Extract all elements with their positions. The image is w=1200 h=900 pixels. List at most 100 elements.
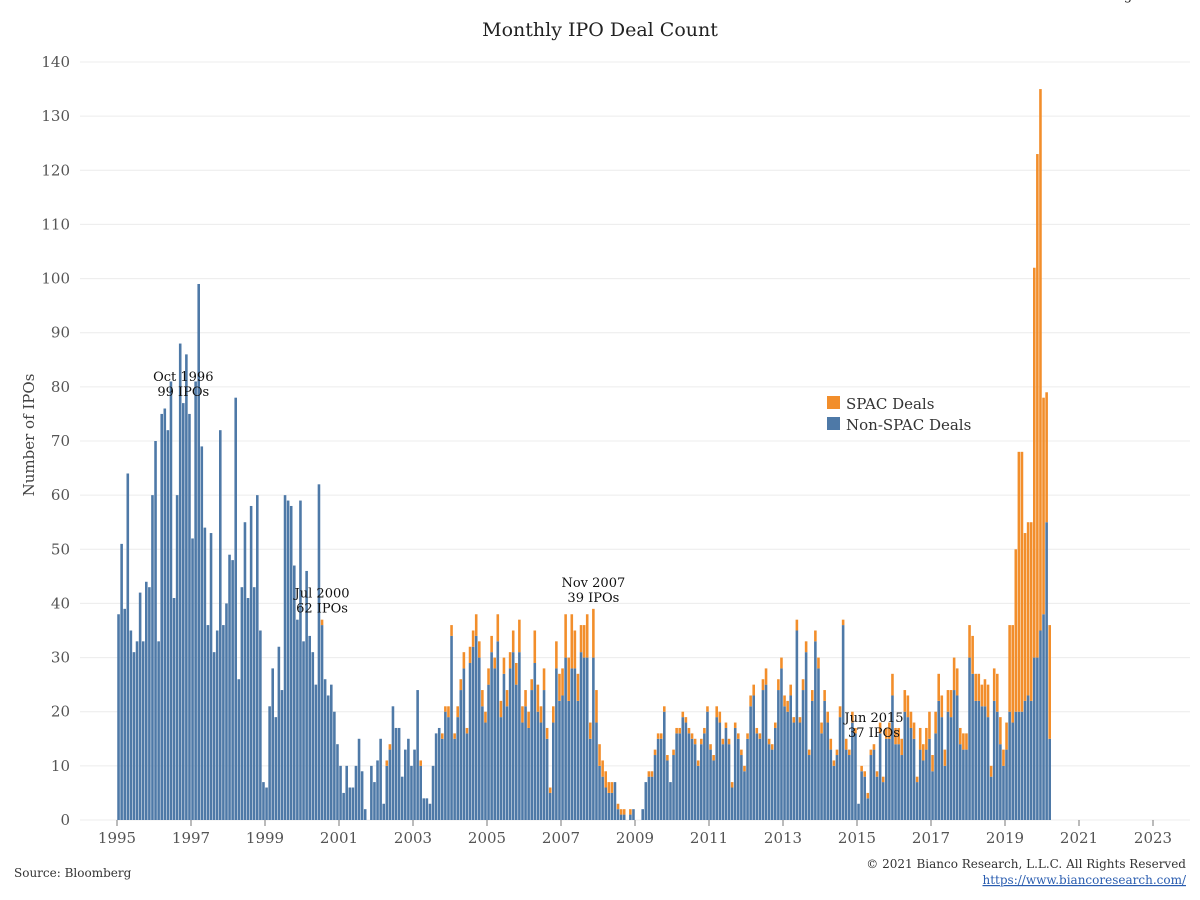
bar-non-spac bbox=[703, 733, 706, 820]
y-tick-label: 0 bbox=[60, 811, 70, 829]
bar-non-spac bbox=[1042, 614, 1045, 820]
bar-non-spac bbox=[1039, 630, 1042, 820]
bar-spac bbox=[737, 733, 740, 739]
bar-non-spac bbox=[780, 668, 783, 820]
bar-non-spac bbox=[641, 809, 644, 820]
bar-non-spac bbox=[385, 765, 389, 820]
bar-spac bbox=[758, 733, 762, 739]
bar-non-spac bbox=[881, 782, 885, 820]
bar-spac bbox=[1039, 89, 1042, 631]
y-tick-label: 110 bbox=[41, 215, 70, 233]
bar-non-spac bbox=[259, 630, 262, 820]
bar-non-spac bbox=[817, 668, 820, 820]
bar-non-spac bbox=[351, 787, 355, 820]
bar-spac bbox=[983, 679, 987, 707]
bar-spac bbox=[1036, 154, 1039, 658]
legend-swatch-non-spac bbox=[827, 417, 840, 430]
bar-non-spac bbox=[456, 717, 459, 820]
bar-spac bbox=[690, 733, 694, 739]
bar-spac bbox=[715, 706, 718, 718]
bar-non-spac bbox=[894, 744, 897, 820]
bar-spac bbox=[579, 625, 583, 653]
bar-non-spac bbox=[148, 587, 151, 820]
bar-spac bbox=[786, 700, 789, 712]
bar-non-spac bbox=[336, 744, 339, 820]
bar-spac bbox=[567, 657, 570, 701]
bar-non-spac bbox=[675, 733, 678, 820]
bar-spac bbox=[740, 749, 743, 756]
bar-non-spac bbox=[487, 684, 490, 820]
bar-non-spac bbox=[752, 695, 755, 820]
legend-label-non-spac: Non-SPAC Deals bbox=[846, 416, 971, 434]
bar-non-spac bbox=[428, 803, 432, 820]
x-axis-ticks: 1995 1997 1999 2001 2003 2005 2007 2009 2011 2013… bbox=[98, 820, 1172, 847]
bar-non-spac bbox=[262, 782, 265, 820]
bar-non-spac bbox=[320, 625, 324, 820]
bar-non-spac bbox=[314, 684, 318, 820]
bar-non-spac bbox=[589, 738, 592, 820]
bar-non-spac bbox=[234, 397, 237, 820]
bar-spac bbox=[823, 690, 826, 701]
bar-spac bbox=[897, 727, 900, 745]
bar-non-spac bbox=[1026, 695, 1030, 820]
bar-spac bbox=[684, 717, 688, 723]
bar-non-spac bbox=[209, 533, 213, 820]
bar-spac bbox=[675, 727, 678, 734]
bar-spac bbox=[1008, 625, 1011, 712]
bar-non-spac bbox=[447, 717, 450, 820]
bar-non-spac bbox=[844, 749, 848, 820]
bar-spac bbox=[703, 727, 706, 734]
bar-spac bbox=[650, 771, 654, 777]
bar-non-spac bbox=[126, 473, 130, 820]
bar-non-spac bbox=[1048, 738, 1051, 820]
bar-spac bbox=[841, 619, 845, 626]
bar-non-spac bbox=[311, 652, 315, 820]
x-tick-label: 2023 bbox=[1134, 829, 1172, 847]
website-link[interactable]: https://www.biancoresearch.com/ bbox=[982, 873, 1186, 887]
bar-spac bbox=[462, 652, 466, 669]
x-tick-label: 2017 bbox=[912, 829, 950, 847]
x-tick-label: 1999 bbox=[246, 829, 284, 847]
bar-non-spac bbox=[357, 738, 361, 820]
bar-non-spac bbox=[946, 711, 950, 820]
bar-spac bbox=[977, 673, 981, 701]
copyright-note: © 2021 Bianco Research, L.L.C. All Right… bbox=[866, 857, 1186, 871]
bar-non-spac bbox=[977, 700, 981, 820]
bar-non-spac bbox=[132, 652, 136, 820]
annotation-date: Jun 2015 bbox=[842, 711, 903, 726]
bar-non-spac bbox=[345, 765, 348, 820]
bar-non-spac bbox=[382, 803, 385, 820]
bar-spac bbox=[801, 679, 805, 691]
bar-spac bbox=[589, 722, 592, 739]
bar-spac bbox=[832, 760, 836, 766]
bar-spac bbox=[817, 657, 820, 669]
bar-non-spac bbox=[394, 727, 398, 820]
bar-spac bbox=[730, 782, 734, 788]
bar-non-spac bbox=[197, 283, 200, 820]
bar-non-spac bbox=[891, 695, 894, 820]
bar-spac bbox=[770, 744, 774, 750]
bar-non-spac bbox=[740, 755, 743, 820]
legend-swatch-spac bbox=[827, 396, 840, 409]
bar-spac bbox=[844, 738, 848, 750]
bar-non-spac bbox=[1017, 711, 1021, 820]
bar-non-spac bbox=[274, 717, 278, 820]
bar-spac bbox=[888, 722, 891, 739]
bar-non-spac bbox=[172, 598, 176, 820]
bar-spac bbox=[490, 635, 493, 653]
bar-non-spac bbox=[656, 738, 660, 820]
bar-spac bbox=[869, 749, 873, 756]
bar-spac bbox=[700, 738, 703, 745]
bar-non-spac bbox=[271, 668, 274, 820]
bar-non-spac bbox=[823, 700, 826, 820]
bar-spac bbox=[1042, 397, 1045, 615]
bar-non-spac bbox=[397, 727, 401, 820]
bar-non-spac bbox=[980, 706, 984, 820]
bar-non-spac bbox=[308, 635, 311, 820]
bar-non-spac bbox=[499, 717, 503, 820]
bar-non-spac bbox=[863, 776, 866, 820]
x-tick-label: 2007 bbox=[542, 829, 580, 847]
bar-non-spac bbox=[388, 749, 392, 820]
bar-spac bbox=[996, 673, 999, 712]
bar-non-spac bbox=[252, 587, 256, 820]
